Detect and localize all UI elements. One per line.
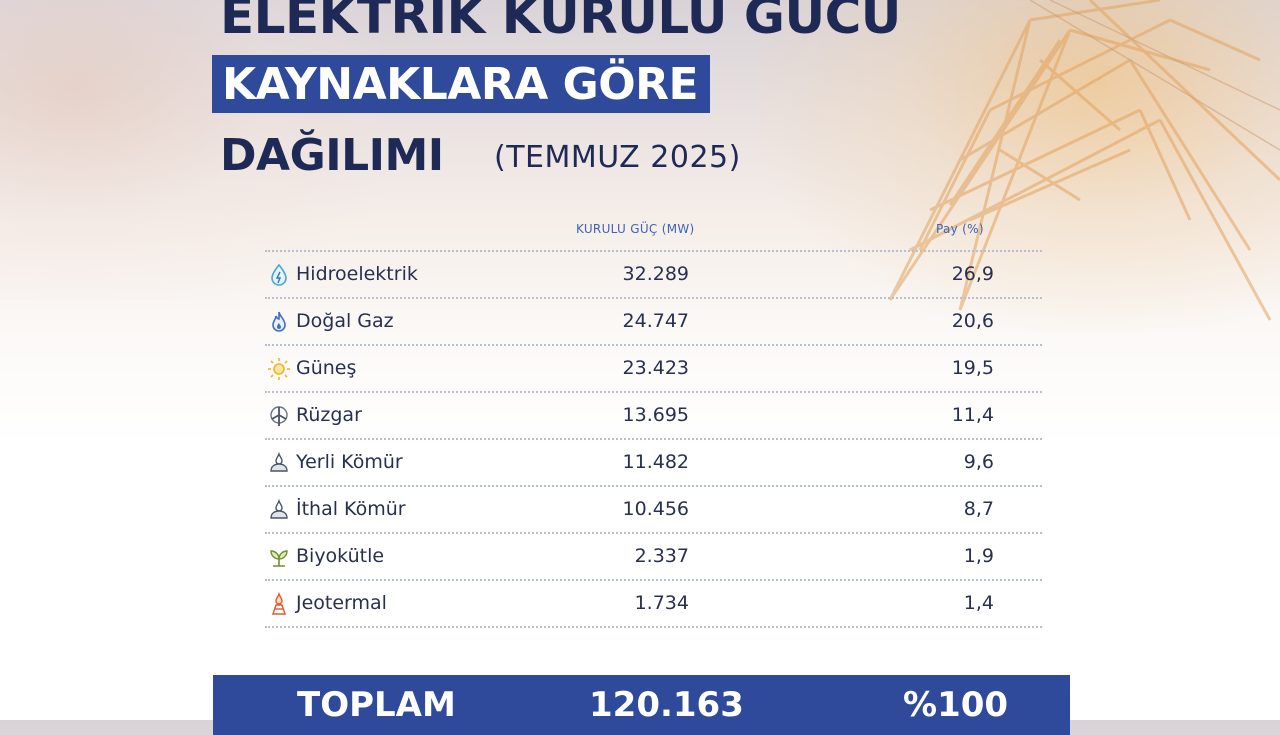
total-share: %100: [903, 685, 1009, 725]
background-glow-right: [760, 0, 1280, 330]
row-divider: [265, 297, 1042, 299]
title-line-3: DAĞILIMI: [220, 130, 444, 181]
row-divider: [265, 532, 1042, 534]
title-subtitle-date: (TEMMUZ 2025): [494, 140, 741, 175]
table-row: Biyokütle 2.337 1,9: [265, 533, 1042, 580]
gas-flame-icon: [272, 311, 286, 332]
table-row: Doğal Gaz 24.747 20,6: [265, 298, 1042, 345]
row-divider: [265, 626, 1042, 628]
source-name: Rüzgar: [296, 404, 362, 426]
row-divider: [265, 438, 1042, 440]
source-name: Doğal Gaz: [296, 310, 394, 332]
coal-icon: [270, 498, 288, 519]
source-name: Biyokütle: [296, 545, 385, 567]
column-header-share: Pay (%): [936, 222, 984, 236]
capacity-value: 13.695: [622, 404, 689, 426]
total-capacity: 120.163: [589, 685, 744, 725]
table-row: Jeotermal 1.734 1,4: [265, 580, 1042, 627]
capacity-value: 2.337: [634, 545, 689, 567]
row-divider: [265, 579, 1042, 581]
source-name: Yerli Kömür: [296, 451, 403, 473]
share-value: 8,7: [963, 498, 994, 520]
table-row: Güneş 23.423 19,5: [265, 345, 1042, 392]
coal-icon: [270, 451, 288, 472]
title-line-2-highlight: KAYNAKLARA GÖRE: [212, 55, 711, 113]
table-row: Yerli Kömür 11.482 9,6: [265, 439, 1042, 486]
row-divider: [265, 391, 1042, 393]
share-value: 11,4: [951, 404, 994, 426]
source-name: İthal Kömür: [296, 498, 406, 520]
share-value: 1,9: [963, 545, 994, 567]
share-value: 26,9: [951, 263, 994, 285]
share-value: 19,5: [951, 357, 994, 379]
table-row: İthal Kömür 10.456 8,7: [265, 486, 1042, 533]
power-tower-illustration: [888, 0, 1280, 321]
source-name: Güneş: [296, 357, 357, 379]
capacity-value: 32.289: [622, 263, 689, 285]
table-row: Hidroelektrik 32.289 26,9: [265, 251, 1042, 298]
total-bar: TOPLAM 120.163 %100: [213, 675, 1070, 735]
capacity-value: 10.456: [622, 498, 689, 520]
capacity-value: 24.747: [622, 310, 689, 332]
geothermal-icon: [272, 592, 286, 615]
source-name: Jeotermal: [296, 592, 387, 614]
row-divider: [265, 344, 1042, 346]
wind-turbine-icon: [270, 406, 288, 426]
capacity-value: 23.423: [622, 357, 689, 379]
water-drop-icon: [271, 263, 287, 286]
row-divider: [265, 250, 1042, 252]
share-value: 20,6: [951, 310, 994, 332]
row-divider: [265, 485, 1042, 487]
title-line-1: ELEKTRİK KURULU GÜCÜ: [220, 0, 901, 45]
share-value: 1,4: [963, 592, 994, 614]
capacity-value: 11.482: [622, 451, 689, 473]
biomass-icon: [270, 550, 288, 567]
column-header-capacity: KURULU GÜÇ (MW): [576, 222, 695, 236]
capacity-value: 1.734: [634, 592, 689, 614]
share-value: 9,6: [963, 451, 994, 473]
total-label: TOPLAM: [297, 685, 456, 725]
table-row: Rüzgar 13.695 11,4: [265, 392, 1042, 439]
sun-icon: [268, 358, 290, 380]
source-name: Hidroelektrik: [296, 263, 418, 285]
